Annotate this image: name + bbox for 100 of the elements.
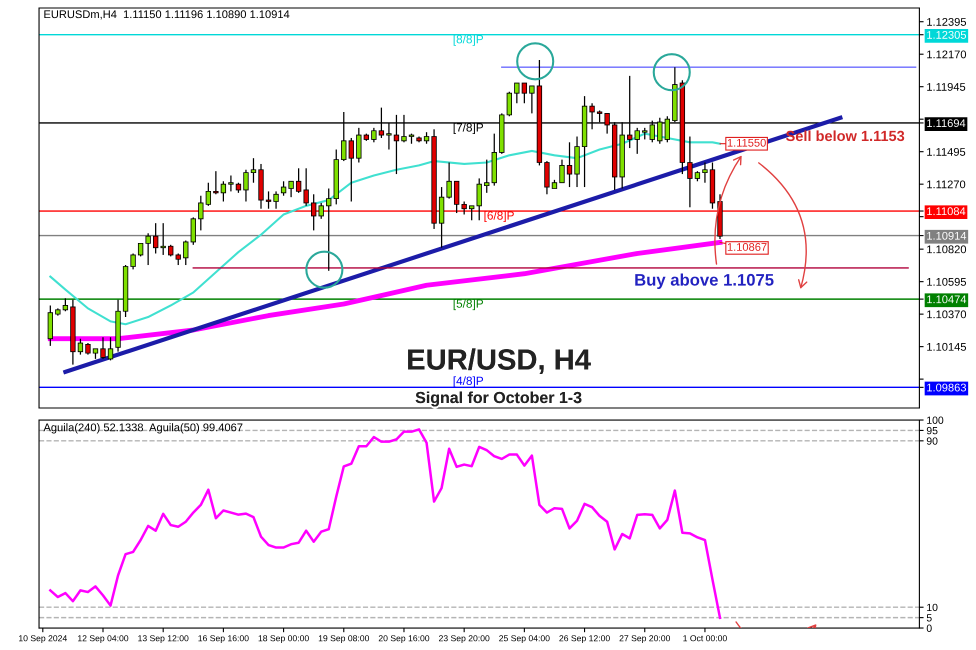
candlestick xyxy=(687,136,693,208)
ref-line-label: [5/8]P xyxy=(454,299,484,310)
candlestick xyxy=(243,169,249,202)
x-tick-label: 1 Oct 00:00 xyxy=(683,635,727,642)
candlestick xyxy=(311,194,316,232)
x-tick-label: 26 Sep 12:00 xyxy=(559,635,610,643)
candlestick xyxy=(356,127,362,164)
y-tick-label: 1.10474 xyxy=(927,295,966,304)
candlestick xyxy=(145,232,151,266)
candlestick xyxy=(152,222,158,254)
candlestick xyxy=(213,170,219,195)
y-tick-label: 1.12305 xyxy=(927,30,966,39)
candlestick xyxy=(206,182,212,206)
candlestick xyxy=(371,127,377,143)
candlestick xyxy=(446,162,452,200)
candlestick xyxy=(634,127,640,154)
candlestick xyxy=(138,242,144,257)
candlestick xyxy=(62,298,68,312)
candlestick xyxy=(198,195,204,232)
candlestick xyxy=(250,158,256,184)
candlestick xyxy=(288,180,294,198)
line-series xyxy=(48,240,722,342)
annotation: 1.10867 xyxy=(728,243,767,251)
candlestick xyxy=(183,240,188,266)
y-tick-label: 1.11084 xyxy=(927,207,966,216)
x-tick-label: 13 Sep 12:00 xyxy=(138,635,188,643)
candlestick xyxy=(566,142,572,188)
candlestick xyxy=(522,82,528,104)
x-tick-label: 12 Sep 04:00 xyxy=(78,635,128,643)
candlestick xyxy=(461,200,467,216)
candlestick xyxy=(303,168,309,206)
ref-line-label: [8/8]P xyxy=(454,34,484,46)
candlestick xyxy=(506,91,512,117)
y-tick-label: 0 xyxy=(926,624,932,632)
candlestick xyxy=(176,252,181,266)
y-tick-label: 1.10820 xyxy=(927,245,966,254)
annotation: Buy above 1.1075 xyxy=(635,273,774,290)
candlestick xyxy=(168,244,174,257)
y-tick-label: 1.10914 xyxy=(927,232,966,240)
candlestick xyxy=(348,137,354,202)
y-tick-label: 5 xyxy=(926,614,932,622)
candlestick xyxy=(408,133,414,144)
y-tick-label: 95 xyxy=(926,426,938,434)
candlestick xyxy=(529,85,535,114)
x-tick-label: 18 Sep 00:00 xyxy=(258,635,309,643)
y-tick-label: 1.10370 xyxy=(927,310,966,318)
candlestick xyxy=(424,132,430,144)
y-tick-label: 1.11694 xyxy=(927,119,966,128)
candlestick xyxy=(273,190,279,210)
y-tick-label: 90 xyxy=(926,437,938,445)
candlestick xyxy=(484,159,490,194)
candlestick xyxy=(454,180,460,214)
ref-line-label: [6/8]P xyxy=(484,211,514,222)
x-tick-label: 20 Sep 16:00 xyxy=(378,635,430,643)
y-tick-label: 1.11270 xyxy=(927,180,966,188)
annotation: Aguila(240) 52.1338 Aguila(50) 99.4067 xyxy=(43,423,242,434)
candlestick xyxy=(296,168,302,194)
candlestick xyxy=(236,182,242,194)
candlestick xyxy=(108,336,114,361)
x-tick-label: 10 Sep 2024 xyxy=(19,635,67,643)
annotation: 1.11550 xyxy=(728,138,766,147)
candlestick xyxy=(100,336,106,360)
candlestick xyxy=(318,202,324,220)
candlestick xyxy=(228,174,234,192)
x-tick-label: 16 Sep 16:00 xyxy=(198,635,249,643)
candlestick xyxy=(702,162,708,184)
candlestick xyxy=(469,205,474,221)
candlestick xyxy=(78,338,84,356)
y-tick-label: 1.12170 xyxy=(927,50,966,58)
candlestick xyxy=(130,252,136,270)
candlestick xyxy=(476,178,482,221)
candlestick xyxy=(694,170,700,182)
y-tick-label: 10 xyxy=(927,604,938,612)
y-tick-label: 1.10145 xyxy=(927,342,966,351)
candlestick xyxy=(220,180,226,202)
y-tick-label: 1.11945 xyxy=(927,82,966,91)
y-tick-label: 1.09863 xyxy=(927,384,966,392)
candlestick xyxy=(280,180,286,196)
annotation: Sell below 1.1153 xyxy=(786,130,904,142)
candlestick xyxy=(559,159,565,184)
candlestick xyxy=(190,216,196,246)
x-tick-label: 19 Sep 08:00 xyxy=(318,635,370,643)
x-tick-label: 27 Sep 20:00 xyxy=(620,635,670,643)
y-tick-label: 1.12395 xyxy=(927,18,966,26)
candlestick xyxy=(642,127,648,140)
y-tick-label: 1.10595 xyxy=(927,278,966,286)
x-tick-label: 25 Sep 04:00 xyxy=(499,635,550,643)
candlestick xyxy=(266,190,272,210)
candlestick xyxy=(85,342,91,356)
ref-line-label: [7/8]P xyxy=(454,122,484,134)
candlestick xyxy=(92,348,98,360)
y-tick-label: 100 xyxy=(927,416,944,424)
y-tick-label: 1.11495 xyxy=(927,148,966,156)
candlestick xyxy=(514,82,520,104)
chart-title: EURUSDm,H4 1.11150 1.11196 1.10890 1.10914 xyxy=(44,10,290,20)
annotation: Signal for October 1-3 xyxy=(416,391,582,406)
ref-line-label: [4/8]P xyxy=(454,376,484,388)
annotation: EUR/USD, H4 xyxy=(408,348,591,374)
x-tick-label: 23 Sep 20:00 xyxy=(438,635,490,643)
candlestick xyxy=(326,188,332,272)
